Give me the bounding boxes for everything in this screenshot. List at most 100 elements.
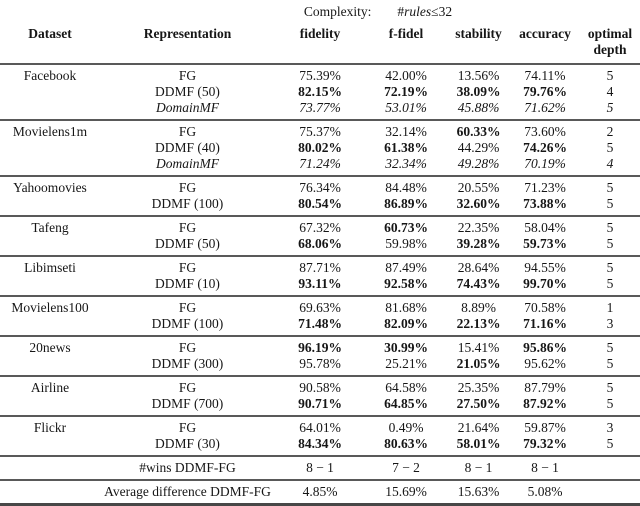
accuracy-value: 99.70% xyxy=(523,276,567,291)
col-header-fidelity: fidelity xyxy=(299,26,341,41)
stability-value: 8.89% xyxy=(461,300,496,315)
dataset-cell xyxy=(0,140,100,156)
complexity-label: Complexity: xyxy=(303,4,372,19)
stability-value: 39.28% xyxy=(456,236,501,251)
dataset-cell: 20news xyxy=(29,340,71,355)
representation-cell: FG xyxy=(178,68,197,83)
dataset-cell xyxy=(0,456,100,480)
accuracy-value: 79.32% xyxy=(523,436,567,451)
table-row: Airline FG 90.58% 64.58% 25.35% 87.79% 5 xyxy=(0,376,640,396)
dataset-cell: Libimseti xyxy=(24,260,76,275)
summary-label: #wins DDMF-FG xyxy=(139,460,236,475)
accuracy-value: 74.11% xyxy=(524,68,566,83)
accuracy-value: 73.60% xyxy=(524,124,566,139)
stability-value: 28.64% xyxy=(457,260,500,275)
summary-row: #wins DDMF-FG 8 − 1 7 − 2 8 − 1 8 − 1 xyxy=(0,456,640,480)
accuracy-value: 71.23% xyxy=(524,180,566,195)
col-header-representation: Representation xyxy=(143,26,232,41)
summary-section: #wins DDMF-FG 8 − 1 7 − 2 8 − 1 8 − 1 xyxy=(0,456,640,480)
accuracy-value: 8 − 1 xyxy=(531,460,559,475)
dataset-cell xyxy=(0,316,100,336)
fidelity-value: 80.54% xyxy=(298,196,342,211)
accuracy-value: 58.04% xyxy=(524,220,566,235)
representation-cell: DDMF (50) xyxy=(155,236,220,251)
summary-label: Average difference DDMF-FG xyxy=(104,484,271,499)
f-fidel-value: 64.85% xyxy=(384,396,428,411)
accuracy-value: 87.79% xyxy=(524,380,566,395)
summary-row: Average difference DDMF-FG 4.85% 15.69% 15.… xyxy=(0,480,640,505)
representation-cell: FG xyxy=(178,300,197,315)
complexity-caption: Complexity: #rules≤32 xyxy=(0,0,640,20)
f-fidel-value: 82.09% xyxy=(384,316,428,331)
optimal-depth-value: 5 xyxy=(606,196,614,211)
col-header-f-fidel: f-fidel xyxy=(388,26,424,41)
representation-cell: DDMF (100) xyxy=(151,316,224,331)
header-row: Dataset Representation fidelity f-fidel … xyxy=(0,20,640,64)
f-fidel-value: 59.98% xyxy=(385,236,427,251)
representation-cell: DDMF (100) xyxy=(151,196,224,211)
table-row: Movielens100 FG 69.63% 81.68% 8.89% 70.58% 1 xyxy=(0,296,640,316)
fidelity-value: 67.32% xyxy=(299,220,341,235)
f-fidel-value: 7 − 2 xyxy=(392,460,420,475)
dataset-cell: Movielens1m xyxy=(12,124,88,139)
results-table: Dataset Representation fidelity f-fidel … xyxy=(0,20,640,506)
fidelity-value: 71.24% xyxy=(299,156,341,171)
dataset-cell: Movielens100 xyxy=(11,300,89,315)
accuracy-value: 87.92% xyxy=(523,396,567,411)
dataset-cell: Yahoomovies xyxy=(13,180,87,195)
representation-cell: DomainMF xyxy=(156,100,219,115)
table-row: DDMF (100) 71.48% 82.09% 22.13% 71.16% 3 xyxy=(0,316,640,336)
table-header: Dataset Representation fidelity f-fidel … xyxy=(0,20,640,64)
col-header-accuracy: accuracy xyxy=(519,26,571,41)
stability-value: 13.56% xyxy=(457,68,500,83)
fidelity-value: 75.39% xyxy=(299,68,341,83)
table-row: DDMF (50) 82.15% 72.19% 38.09% 79.76% 4 xyxy=(0,84,640,100)
fidelity-value: 80.02% xyxy=(298,140,342,155)
fidelity-value: 8 − 1 xyxy=(306,460,334,475)
table-row: DDMF (30) 84.34% 80.63% 58.01% 79.32% 5 xyxy=(0,436,640,456)
dataset-group: 20news FG 96.19% 30.99% 15.41% 95.86% 5 DDMF (3… xyxy=(0,336,640,376)
accuracy-value: 73.88% xyxy=(523,196,567,211)
fidelity-value: 90.58% xyxy=(299,380,341,395)
f-fidel-value: 81.68% xyxy=(385,300,427,315)
dataset-cell xyxy=(0,84,100,100)
fidelity-value: 76.34% xyxy=(299,180,341,195)
complexity-caption-inner: Complexity: #rules≤32 xyxy=(304,4,452,20)
representation-cell: FG xyxy=(178,124,197,139)
optimal-depth-value: 5 xyxy=(606,260,614,275)
dataset-cell xyxy=(0,436,100,456)
dataset-group: Movielens100 FG 69.63% 81.68% 8.89% 70.58% 1 DD… xyxy=(0,296,640,336)
fidelity-value: 73.77% xyxy=(299,100,341,115)
optimal-depth-value: 4 xyxy=(606,156,614,171)
table-row: Tafeng FG 67.32% 60.73% 22.35% 58.04% 5 xyxy=(0,216,640,236)
rules-var: rules xyxy=(404,4,432,19)
f-fidel-value: 61.38% xyxy=(384,140,428,155)
table-row: Movielens1m FG 75.37% 32.14% 60.33% 73.60% 2 xyxy=(0,120,640,140)
optimal-depth-value: 4 xyxy=(606,84,614,99)
stability-value: 38.09% xyxy=(456,84,501,99)
fidelity-value: 69.63% xyxy=(299,300,341,315)
fidelity-value: 75.37% xyxy=(299,124,341,139)
dataset-group: Tafeng FG 67.32% 60.73% 22.35% 58.04% 5 DDMF (5… xyxy=(0,216,640,256)
stability-value: 25.35% xyxy=(457,380,500,395)
col-header-stability: stability xyxy=(455,26,502,41)
f-fidel-value: 60.73% xyxy=(384,220,428,235)
col-header-dataset: Dataset xyxy=(28,26,72,41)
dataset-cell xyxy=(0,196,100,216)
optimal-depth-value: 3 xyxy=(606,420,614,435)
dataset-cell xyxy=(0,276,100,296)
stability-value: 49.28% xyxy=(457,156,500,171)
optimal-depth-value: 5 xyxy=(606,180,614,195)
optimal-depth-value: 5 xyxy=(606,380,614,395)
dataset-group: Libimseti FG 87.71% 87.49% 28.64% 94.55% 5 DDMF… xyxy=(0,256,640,296)
representation-cell: FG xyxy=(178,340,197,355)
dataset-cell: Airline xyxy=(30,380,70,395)
table-row: DDMF (300) 95.78% 25.21% 21.05% 95.62% 5 xyxy=(0,356,640,376)
table-row: DDMF (40) 80.02% 61.38% 44.29% 74.26% 5 xyxy=(0,140,640,156)
stability-value: 22.13% xyxy=(456,316,501,331)
dataset-group: Airline FG 90.58% 64.58% 25.35% 87.79% 5 DDMF (… xyxy=(0,376,640,416)
table-row: DDMF (100) 80.54% 86.89% 32.60% 73.88% 5 xyxy=(0,196,640,216)
representation-cell: FG xyxy=(178,420,197,435)
accuracy-value: 70.19% xyxy=(524,156,566,171)
fidelity-value: 4.85% xyxy=(302,484,338,499)
